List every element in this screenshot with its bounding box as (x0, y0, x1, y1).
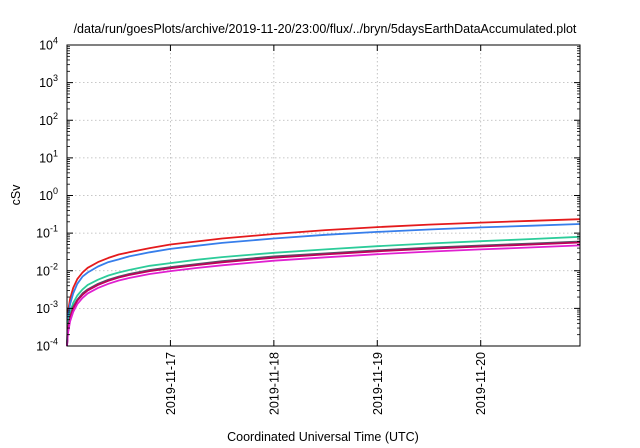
series-line-5 (66, 241, 581, 347)
y-tick-base: 10 (39, 39, 53, 53)
series-line-6 (66, 244, 581, 347)
x-tick-label: 2019-11-20 (474, 352, 488, 415)
y-tick-base: 10 (36, 227, 50, 241)
y-tick-base: 10 (36, 302, 50, 316)
series-line-1 (66, 218, 581, 347)
x-axis-label: Coordinated Universal Time (UTC) (227, 430, 419, 444)
y-tick-exponent: -1 (50, 224, 58, 234)
y-tick-label: 10-1 (36, 224, 58, 241)
y-tick-base: 10 (39, 151, 53, 165)
y-tick-base: 10 (36, 264, 50, 278)
y-tick-base: 10 (39, 114, 53, 128)
y-tick-exponent: -4 (50, 337, 58, 347)
y-axis-label: cSv (9, 184, 23, 206)
chart-title: /data/run/goesPlots/archive/2019-11-20/2… (74, 22, 577, 36)
series-line-2 (66, 223, 581, 347)
plot-frame (66, 44, 581, 347)
y-tick-base: 10 (39, 76, 53, 90)
y-tick-label: 102 (39, 111, 58, 128)
series-lines (66, 218, 581, 347)
y-tick-label: 101 (39, 148, 58, 165)
y-tick-exponent: 1 (53, 148, 58, 158)
x-tick-label: 2019-11-17 (164, 352, 178, 415)
y-tick-label: 103 (39, 73, 58, 90)
y-tick-base: 10 (36, 340, 50, 354)
y-tick-exponent: 0 (53, 186, 58, 196)
grid-lines (67, 45, 580, 346)
y-tick-exponent: 3 (53, 73, 58, 83)
x-axis-ticks: 2019-11-17 2019-11-18 2019-11-19 2019-11-20 (164, 45, 488, 415)
y-tick-exponent: -2 (50, 261, 58, 271)
y-tick-label: 10-3 (36, 299, 58, 316)
y-tick-exponent: 4 (53, 36, 58, 46)
y-tick-label: 10-4 (36, 337, 58, 354)
y-tick-base: 10 (39, 189, 53, 203)
y-tick-exponent: -3 (50, 299, 58, 309)
y-tick-exponent: 2 (53, 111, 58, 121)
y-tick-label: 104 (39, 36, 58, 53)
x-tick-label: 2019-11-18 (267, 352, 281, 415)
series-line-3 (66, 235, 581, 347)
y-tick-label: 100 (39, 186, 58, 203)
y-tick-label: 10-2 (36, 261, 58, 278)
x-tick-label: 2019-11-19 (371, 352, 385, 415)
